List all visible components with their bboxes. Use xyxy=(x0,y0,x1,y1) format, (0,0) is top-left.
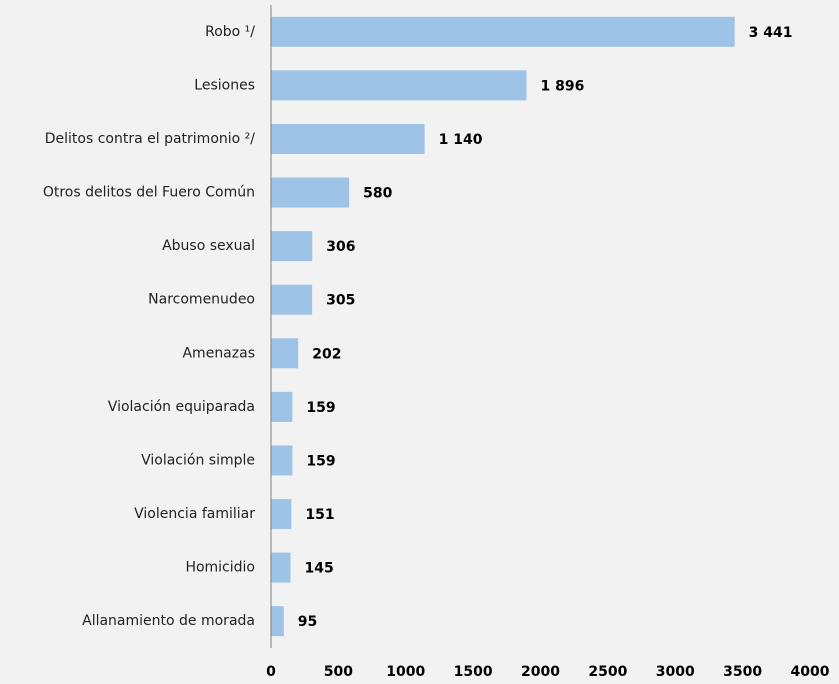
value-label: 159 xyxy=(306,453,335,469)
y-tick-label: Homicidio xyxy=(185,560,255,576)
y-tick-label: Violencia familiar xyxy=(134,506,255,522)
y-tick-label: Violación equiparada xyxy=(108,399,255,415)
value-label: 3 441 xyxy=(749,25,793,41)
x-tick-label: 0 xyxy=(266,664,276,680)
x-tick-label: 1500 xyxy=(454,664,493,680)
bar xyxy=(271,231,313,262)
y-tick-label: Robo ¹/ xyxy=(205,24,255,40)
x-tick-label: 3000 xyxy=(656,664,695,680)
bar xyxy=(271,445,293,476)
bar xyxy=(271,606,284,637)
value-label: 202 xyxy=(312,346,341,362)
y-tick-label: Delitos contra el patrimonio ²/ xyxy=(45,131,256,147)
bar xyxy=(271,16,735,47)
x-tick-label: 2500 xyxy=(588,664,627,680)
x-tick-label: 500 xyxy=(324,664,353,680)
value-label: 1 896 xyxy=(540,78,584,94)
value-label: 95 xyxy=(298,614,317,630)
value-label: 145 xyxy=(305,561,334,577)
value-label: 151 xyxy=(305,507,334,523)
bar xyxy=(271,391,293,422)
value-label: 580 xyxy=(363,186,392,202)
bar xyxy=(271,70,527,101)
y-tick-label: Narcomenudeo xyxy=(148,292,255,308)
value-label: 305 xyxy=(326,293,355,309)
x-tick-label: 3500 xyxy=(723,664,762,680)
x-tick-label: 1000 xyxy=(386,664,425,680)
y-tick-label: Otros delitos del Fuero Común xyxy=(43,185,255,201)
x-tick-label: 2000 xyxy=(521,664,560,680)
y-tick-label: Allanamiento de morada xyxy=(82,613,255,629)
bar xyxy=(271,552,291,583)
bar xyxy=(271,123,425,154)
bar xyxy=(271,284,313,315)
bar xyxy=(271,499,292,530)
value-label: 159 xyxy=(306,400,335,416)
y-tick-label: Violación simple xyxy=(141,452,255,468)
y-tick-label: Amenazas xyxy=(182,345,255,361)
y-tick-label: Abuso sexual xyxy=(162,238,255,254)
x-tick-label: 4000 xyxy=(791,664,830,680)
bar xyxy=(271,338,299,369)
value-label: 306 xyxy=(326,239,355,255)
y-tick-label: Lesiones xyxy=(194,77,255,93)
bar xyxy=(271,177,350,208)
value-label: 1 140 xyxy=(439,132,483,148)
